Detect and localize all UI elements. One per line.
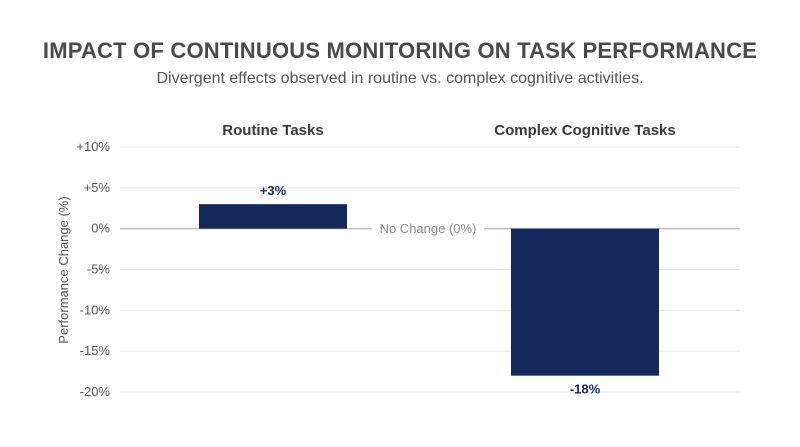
category-label: Routine Tasks — [222, 122, 323, 139]
data-label: -18% — [570, 382, 601, 397]
chart-subtitle: Divergent effects observed in routine vs… — [156, 70, 644, 87]
y-tick-label: -15% — [80, 343, 111, 358]
data-label: +3% — [260, 183, 287, 198]
y-tick-label: -10% — [80, 302, 111, 317]
bar — [199, 204, 347, 229]
bar — [511, 228, 659, 376]
y-tick-label: 0% — [91, 221, 110, 236]
y-tick-label: +10% — [76, 139, 110, 154]
category-label: Complex Cognitive Tasks — [494, 122, 675, 139]
y-tick-label: -20% — [80, 384, 111, 399]
y-tick-label: -5% — [87, 262, 111, 277]
y-axis-label: Performance Change (%) — [56, 196, 71, 343]
baseline-label: No Change (0%) — [380, 221, 477, 236]
chart-title: IMPACT OF CONTINUOUS MONITORING ON TASK … — [42, 38, 758, 63]
y-tick-label: +5% — [84, 180, 111, 195]
